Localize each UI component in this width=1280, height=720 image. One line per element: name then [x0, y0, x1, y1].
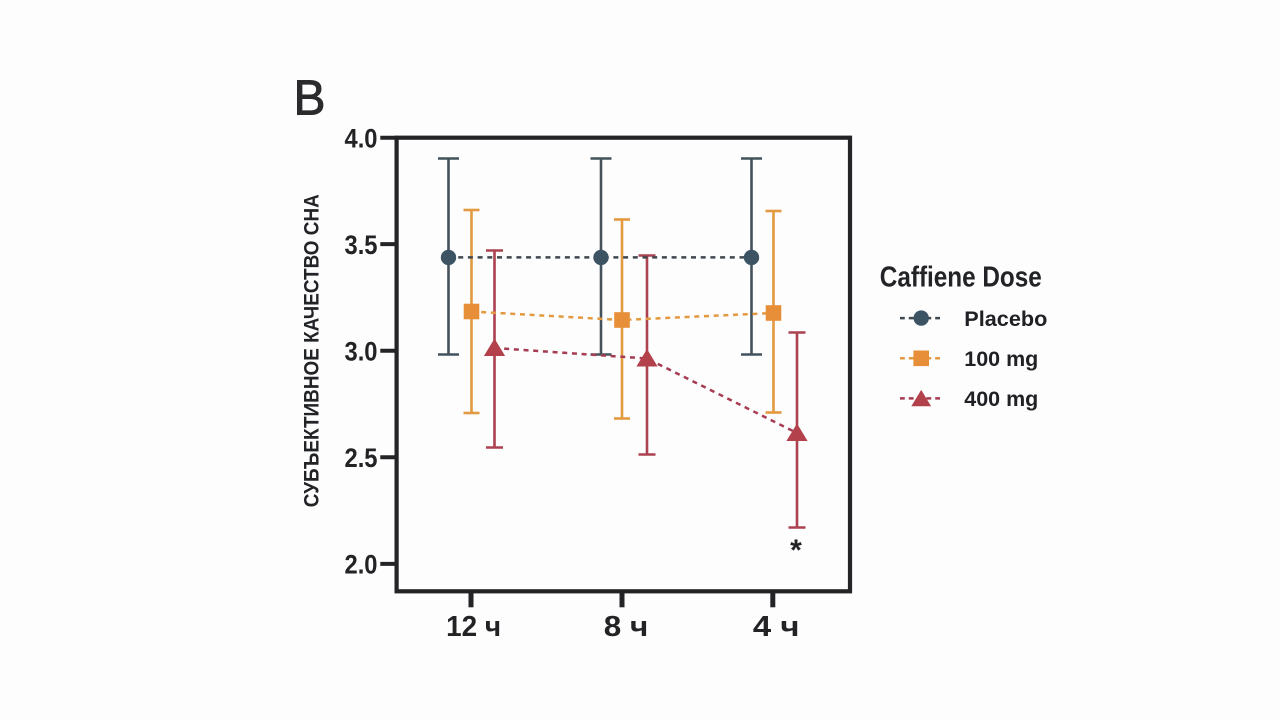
svg-text:Placebo: Placebo	[964, 307, 1047, 331]
svg-text:100 mg: 100 mg	[964, 347, 1038, 371]
svg-text:3.0: 3.0	[345, 337, 378, 367]
svg-text:12 ч: 12 ч	[446, 611, 501, 643]
svg-text:СУБЪЕКТИВНОЕ КАЧЕСТВО СНА: СУБЪЕКТИВНОЕ КАЧЕСТВО СНА	[301, 194, 324, 507]
svg-text:2.0: 2.0	[345, 550, 378, 580]
svg-text:4.0: 4.0	[345, 124, 378, 154]
svg-text:400 mg: 400 mg	[964, 387, 1038, 411]
svg-text:*: *	[790, 534, 802, 567]
svg-text:3.5: 3.5	[345, 230, 378, 260]
svg-text:4 ч: 4 ч	[753, 611, 800, 643]
svg-text:8 ч: 8 ч	[604, 611, 649, 643]
svg-text:2.5: 2.5	[345, 443, 378, 473]
svg-text:Caffiene Dose: Caffiene Dose	[880, 262, 1042, 294]
svg-text:B: B	[294, 71, 326, 125]
